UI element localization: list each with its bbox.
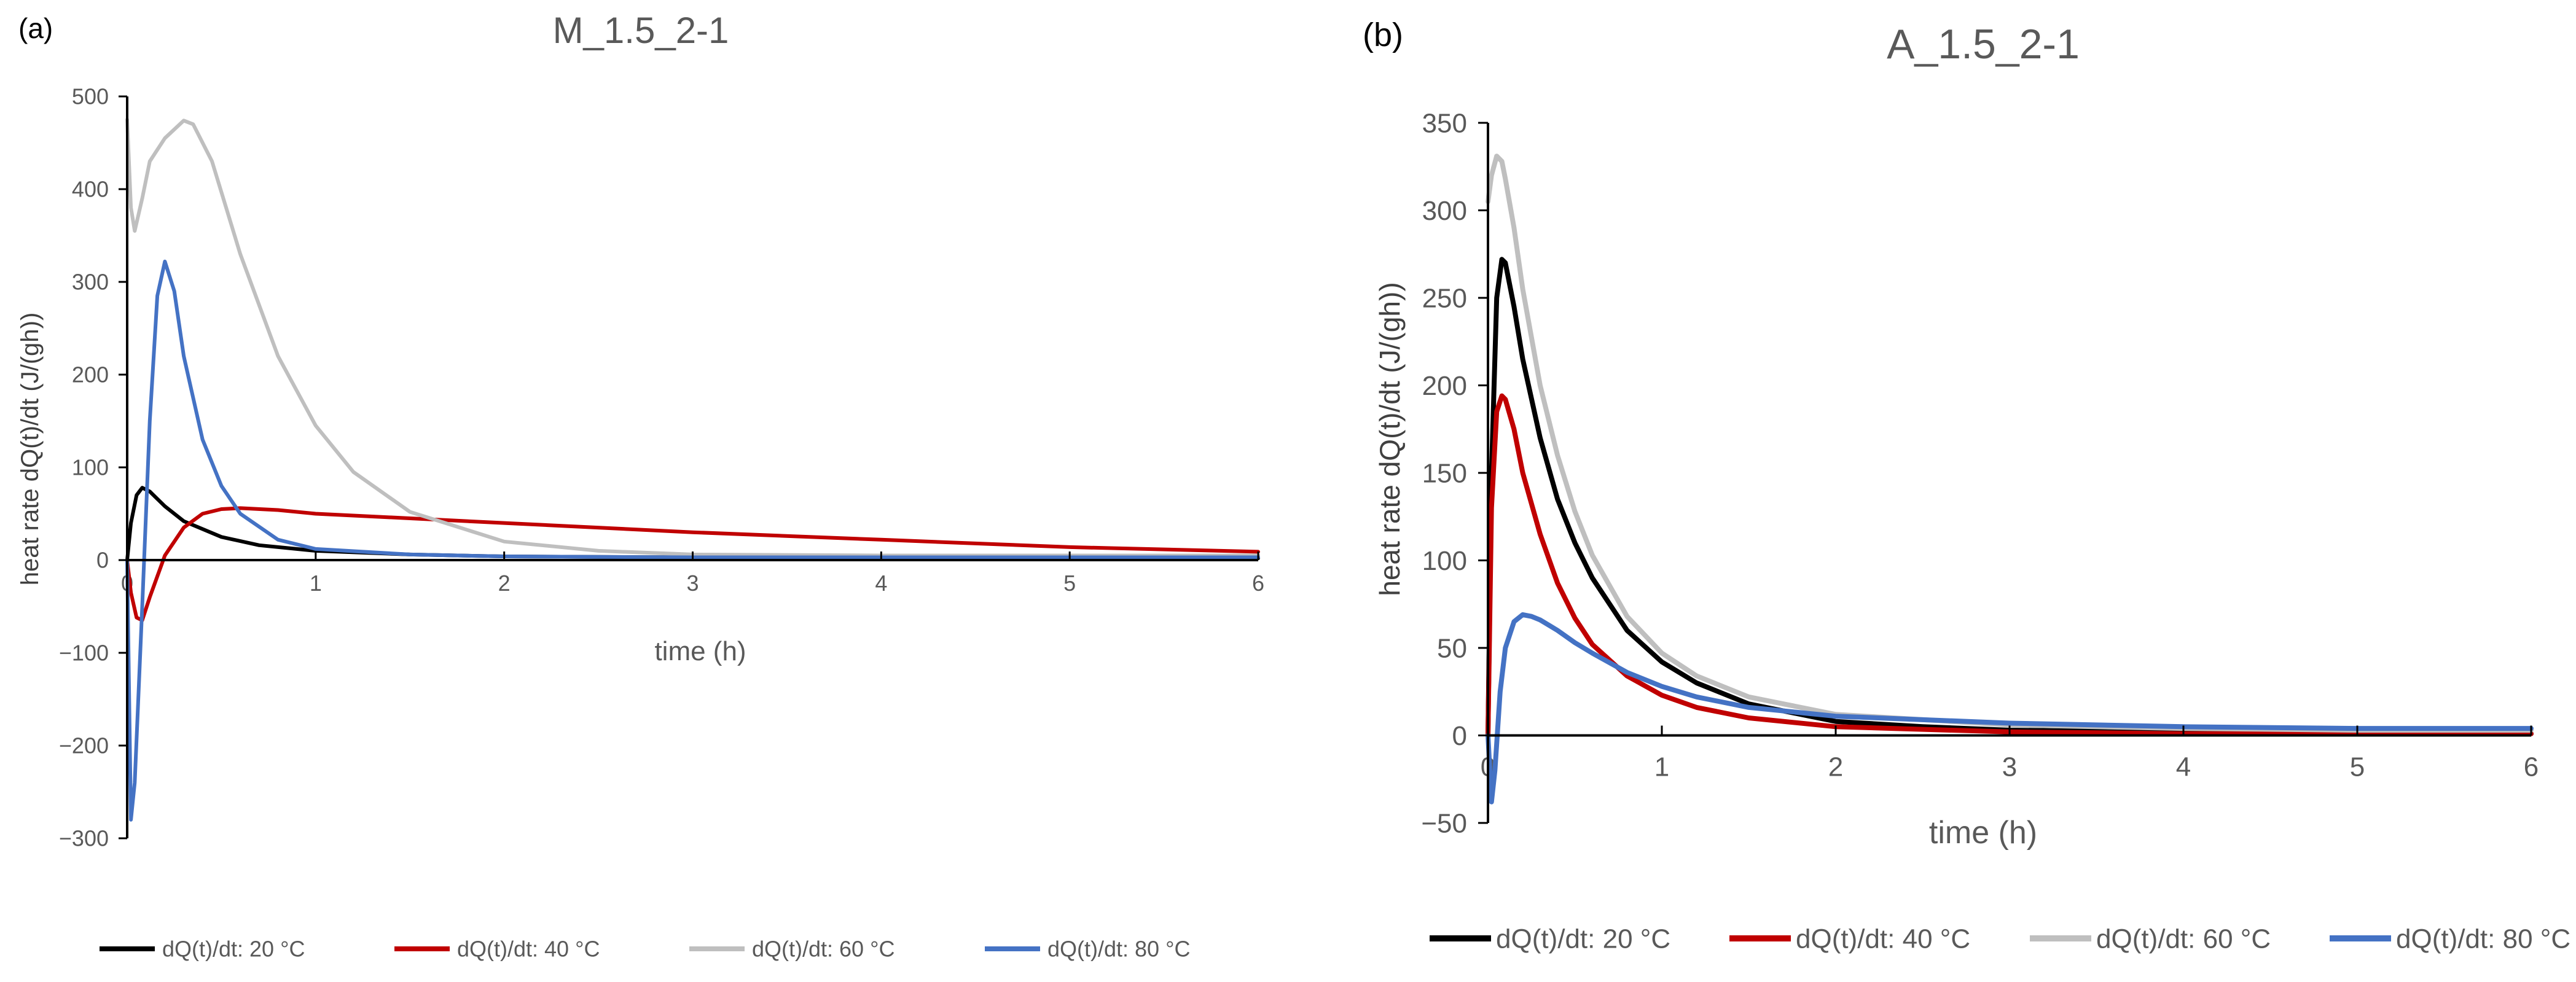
x-tick-label: 2	[1828, 752, 1843, 782]
y-tick-labels: −300 −200 −100 0 100 200 300 400 500	[59, 84, 109, 851]
series-line-dq-t-dt-80-c	[125, 259, 1260, 822]
x-tick-label: 4	[875, 571, 887, 596]
y-tick-label: 300	[1422, 196, 1467, 226]
axes	[119, 95, 1259, 840]
chart-title: M_1.5_2-1	[553, 10, 729, 51]
series-line-dq-t-dt-60-c	[125, 117, 1260, 558]
chart-panel-b: (b) A_1.5_2-1 −50 0 50 100 150 200 250 300 350 0…	[1363, 17, 2570, 954]
legend-label: dQ(t)/dt: 80 °C	[1047, 937, 1190, 962]
x-axis-label: time (h)	[654, 636, 746, 666]
legend-item-dq-t-dt-60-c: dQ(t)/dt: 60 °C	[689, 937, 895, 962]
legend-label: dQ(t)/dt: 20 °C	[162, 937, 305, 962]
series-lines	[1486, 154, 2534, 805]
legend: dQ(t)/dt: 20 °C dQ(t)/dt: 40 °C dQ(t)/dt: …	[1430, 924, 2570, 954]
legend-label: dQ(t)/dt: 60 °C	[2096, 924, 2271, 954]
x-tick-label: 5	[1063, 571, 1076, 596]
x-tick-label: 2	[498, 571, 511, 596]
legend-item-dq-t-dt-80-c: dQ(t)/dt: 80 °C	[2330, 924, 2570, 954]
legend-item-dq-t-dt-40-c: dQ(t)/dt: 40 °C	[394, 937, 600, 962]
x-tick-label: 3	[2002, 752, 2017, 782]
y-axis-label: heat rate dQ(t)/dt (J/(gh))	[17, 313, 44, 586]
x-tick-label: 3	[686, 571, 699, 596]
legend-item-dq-t-dt-60-c: dQ(t)/dt: 60 °C	[2030, 924, 2271, 954]
y-tick-label: 150	[1422, 458, 1467, 488]
y-tick-label: 0	[96, 548, 109, 573]
x-tick-label: 6	[1252, 571, 1264, 596]
series-line-dq-t-dt-80-c	[1486, 612, 2534, 805]
chart-title: A_1.5_2-1	[1887, 21, 2080, 68]
y-tick-label: 350	[1422, 108, 1467, 138]
y-tick-label: 0	[1452, 721, 1467, 751]
legend-label: dQ(t)/dt: 80 °C	[2396, 924, 2570, 954]
legend-item-dq-t-dt-20-c: dQ(t)/dt: 20 °C	[1430, 924, 1670, 954]
y-tick-label: 200	[1422, 371, 1467, 401]
series-lines	[125, 117, 1260, 822]
y-tick-label: 100	[72, 455, 109, 480]
y-tick-label: 50	[1437, 633, 1467, 663]
series-line-dq-t-dt-40-c	[1486, 393, 2534, 738]
panel-label: (b)	[1363, 17, 1403, 53]
y-tick-labels: −50 0 50 100 150 200 250 300 350	[1421, 108, 1467, 838]
x-tick-label: 6	[2524, 752, 2539, 782]
y-tick-label: 300	[72, 270, 109, 295]
x-axis-label: time (h)	[1929, 815, 2037, 851]
y-tick-label: −300	[59, 826, 109, 851]
panel-label: (a)	[18, 12, 53, 44]
chart-panel-a: (a) M_1.5_2-1 −300 −200 −100 0 100 200 300 400 5…	[17, 10, 1264, 962]
x-tick-label: 4	[2176, 752, 2191, 782]
legend: dQ(t)/dt: 20 °C dQ(t)/dt: 40 °C dQ(t)/dt: …	[100, 937, 1190, 962]
legend-item-dq-t-dt-80-c: dQ(t)/dt: 80 °C	[985, 937, 1190, 962]
legend-label: dQ(t)/dt: 20 °C	[1496, 924, 1670, 954]
y-tick-label: 250	[1422, 283, 1467, 313]
x-tick-label: 5	[2350, 752, 2365, 782]
legend-item-dq-t-dt-40-c: dQ(t)/dt: 40 °C	[1729, 924, 1970, 954]
y-axis-label: heat rate dQ(t)/dt (J/(gh))	[1374, 282, 1406, 596]
y-tick-label: −100	[59, 641, 109, 666]
x-tick-label: 1	[1654, 752, 1669, 782]
y-tick-label: 200	[72, 362, 109, 388]
y-tick-label: 400	[72, 177, 109, 202]
legend-label: dQ(t)/dt: 40 °C	[1796, 924, 1970, 954]
legend-item-dq-t-dt-20-c: dQ(t)/dt: 20 °C	[100, 937, 305, 962]
y-tick-label: −50	[1421, 808, 1467, 838]
axes	[1478, 122, 2532, 824]
legend-label: dQ(t)/dt: 60 °C	[752, 937, 895, 962]
y-tick-label: 100	[1422, 546, 1467, 576]
x-tick-label: 1	[310, 571, 322, 596]
y-tick-label: −200	[59, 733, 109, 758]
legend-label: dQ(t)/dt: 40 °C	[457, 937, 600, 962]
y-tick-label: 500	[72, 84, 109, 109]
